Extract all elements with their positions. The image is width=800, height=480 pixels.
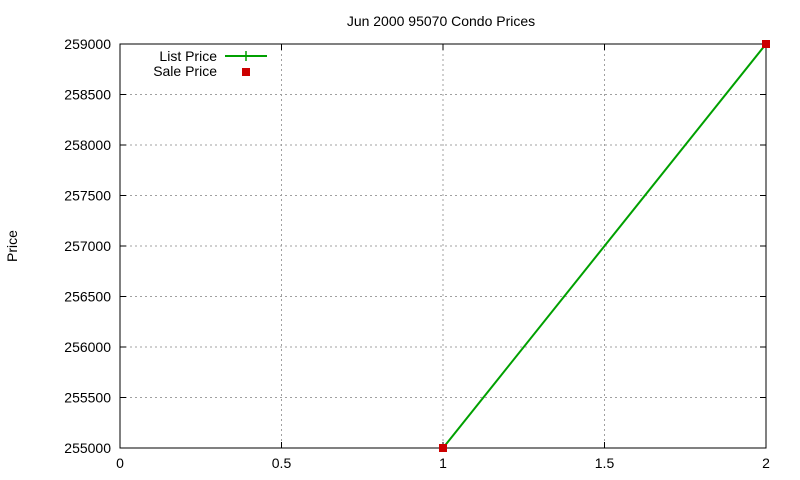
y-tick-label: 259000 — [64, 36, 111, 52]
y-axis: 255000 255500 256000 256500 257000 257500 2580… — [64, 36, 766, 456]
y-tick-label: 258000 — [64, 137, 111, 153]
y-axis-label: Price — [4, 230, 20, 262]
legend-label-list-price: List Price — [159, 48, 217, 64]
y-tick-label: 255500 — [64, 390, 111, 406]
x-tick-label: 1 — [439, 455, 447, 471]
y-tick-label: 256500 — [64, 289, 111, 305]
y-tick-label: 258500 — [64, 87, 111, 103]
legend-square-icon — [242, 68, 250, 76]
x-axis: 0 0.5 1 1.5 2 — [116, 44, 770, 471]
y-tick-label: 257500 — [64, 188, 111, 204]
plot-series — [439, 40, 770, 452]
sale-price-marker — [762, 40, 770, 48]
grid-lines — [120, 44, 766, 448]
x-tick-label: 2 — [762, 455, 770, 471]
sale-price-marker — [439, 444, 447, 452]
legend-label-sale-price: Sale Price — [153, 63, 217, 79]
legend: List Price Sale Price — [153, 48, 267, 79]
x-tick-label: 0.5 — [272, 455, 292, 471]
y-tick-label: 255000 — [64, 440, 111, 456]
chart-title: Jun 2000 95070 Condo Prices — [347, 13, 535, 29]
y-tick-label: 257000 — [64, 238, 111, 254]
x-tick-label: 1.5 — [595, 455, 615, 471]
x-tick-label: 0 — [116, 455, 124, 471]
y-tick-label: 256000 — [64, 339, 111, 355]
list-price-line — [442, 43, 767, 449]
